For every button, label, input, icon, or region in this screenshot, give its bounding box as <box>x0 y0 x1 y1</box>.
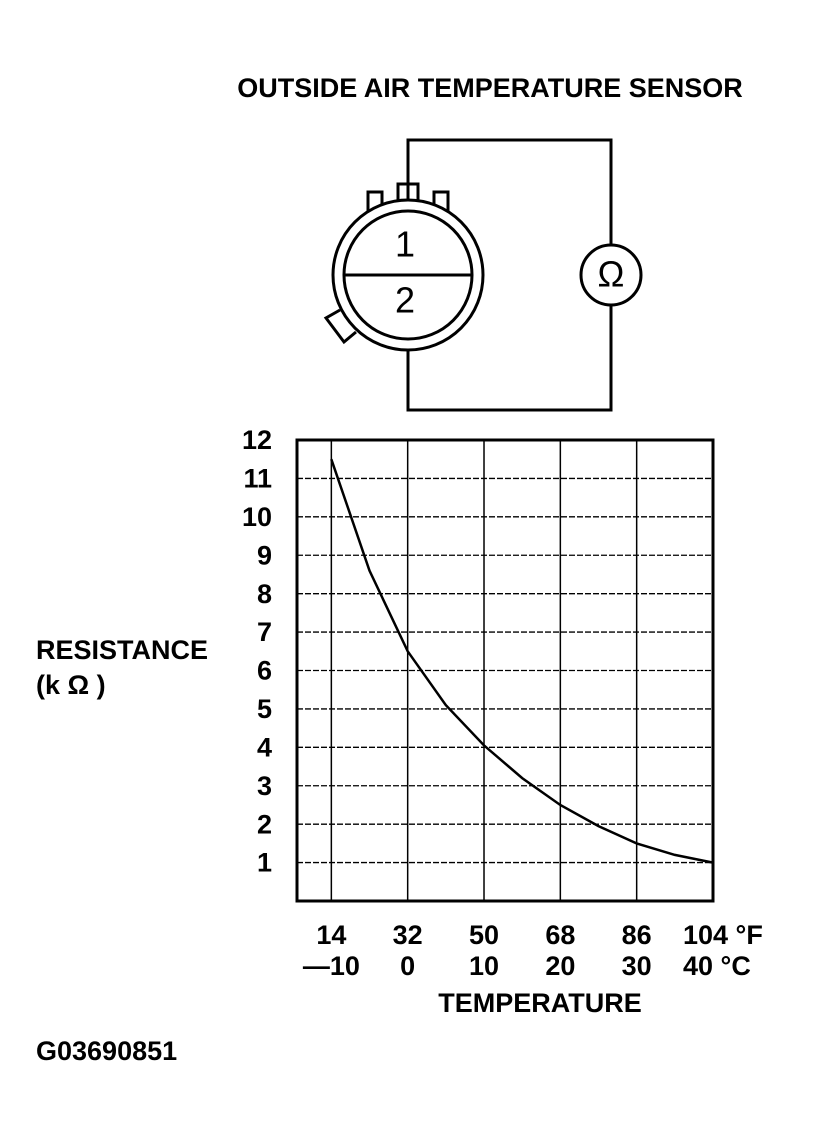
x2-tick-label: 86 <box>622 920 652 950</box>
resistance-curve <box>330 458 714 864</box>
y-axis-label: RESISTANCE <box>36 635 208 665</box>
y-tick-label: 6 <box>257 656 272 686</box>
meter-symbol: Ω <box>598 254 625 295</box>
y-tick-label: 1 <box>257 848 272 878</box>
y-tick-label: 9 <box>257 540 272 570</box>
x2-tick-label: 32 <box>393 920 423 950</box>
y-tick-label: 4 <box>257 732 272 762</box>
x-tick-label: 40 °C <box>683 951 751 981</box>
y-tick-label: 11 <box>243 464 272 494</box>
x-tick-label: 10 <box>469 951 499 981</box>
x2-tick-label: 50 <box>469 920 499 950</box>
x2-tick-label: 14 <box>316 920 346 950</box>
figure-code: G03690851 <box>36 1036 177 1066</box>
chart-title: OUTSIDE AIR TEMPERATURE SENSOR <box>237 73 743 103</box>
x2-tick-label: 68 <box>545 920 575 950</box>
x-tick-label: —10 <box>303 951 360 981</box>
y-axis-label: (k Ω ) <box>36 670 106 700</box>
y-tick-label: 2 <box>257 809 272 839</box>
x-tick-label: 0 <box>400 951 415 981</box>
sensor-diagram <box>323 138 643 412</box>
y-tick-label: 10 <box>242 502 272 532</box>
x2-tick-label: 104 °F <box>683 920 763 950</box>
pin-label: 2 <box>395 280 415 321</box>
pin-label: 1 <box>395 224 415 265</box>
x-tick-label: 30 <box>622 951 652 981</box>
y-tick-label: 5 <box>257 694 272 724</box>
y-tick-label: 7 <box>257 617 272 647</box>
y-tick-label: 8 <box>257 579 272 609</box>
x-tick-label: 20 <box>545 951 575 981</box>
y-tick-label: 3 <box>257 771 272 801</box>
y-tick-label: 12 <box>242 425 272 455</box>
x-axis-label: TEMPERATURE <box>438 988 642 1018</box>
